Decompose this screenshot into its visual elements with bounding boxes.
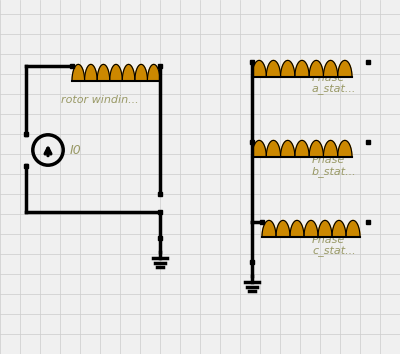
Text: I0: I0 [70, 143, 82, 156]
Bar [24, 164, 28, 167]
Bar [70, 64, 74, 68]
Bar [158, 193, 162, 196]
Polygon shape [324, 141, 338, 157]
Polygon shape [324, 61, 338, 77]
Polygon shape [295, 141, 309, 157]
Polygon shape [84, 64, 97, 81]
Polygon shape [304, 221, 318, 237]
Bar [260, 221, 264, 224]
Polygon shape [309, 141, 324, 157]
Polygon shape [122, 64, 135, 81]
Bar [366, 61, 370, 64]
Polygon shape [290, 221, 304, 237]
Polygon shape [280, 61, 295, 77]
Polygon shape [295, 61, 309, 77]
Polygon shape [262, 221, 276, 237]
Bar [250, 141, 254, 144]
Text: rotor windin...: rotor windin... [61, 95, 139, 105]
Polygon shape [252, 141, 266, 157]
Bar [366, 141, 370, 144]
Polygon shape [110, 64, 122, 81]
Polygon shape [318, 221, 332, 237]
Text: Phase
c_stat...: Phase c_stat... [312, 235, 356, 257]
Polygon shape [252, 61, 266, 77]
Bar [250, 261, 254, 264]
Polygon shape [72, 64, 84, 81]
Bar [158, 64, 162, 68]
Polygon shape [338, 61, 352, 77]
Polygon shape [309, 61, 324, 77]
Text: Phase
b_stat...: Phase b_stat... [312, 155, 357, 177]
Polygon shape [135, 64, 148, 81]
Polygon shape [266, 141, 280, 157]
Polygon shape [280, 141, 295, 157]
Bar [250, 61, 254, 64]
Polygon shape [338, 141, 352, 157]
Polygon shape [266, 61, 280, 77]
Polygon shape [276, 221, 290, 237]
Polygon shape [332, 221, 346, 237]
Bar [158, 236, 162, 240]
Text: Phase
a_stat...: Phase a_stat... [312, 73, 356, 95]
Polygon shape [148, 64, 160, 81]
Bar [158, 210, 162, 213]
Polygon shape [97, 64, 110, 81]
Bar [366, 221, 370, 224]
Bar [24, 132, 28, 136]
Polygon shape [346, 221, 360, 237]
